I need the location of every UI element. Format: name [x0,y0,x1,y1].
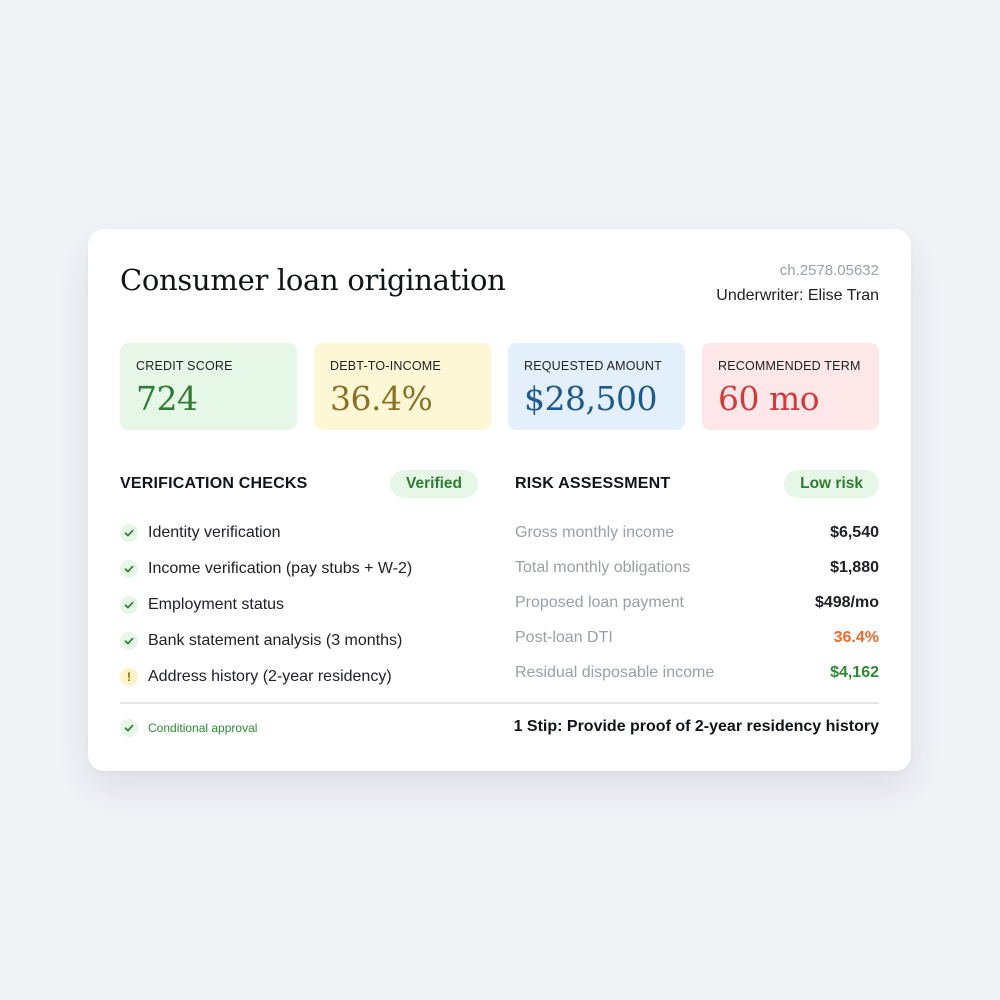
risk-value: $6,540 [830,523,879,541]
low-risk-badge: Low risk [784,470,879,498]
list-item: Identity verification [120,515,490,551]
credit-score-tile: CREDIT SCORE 724 [120,343,297,430]
application-id: ch.2578.05632 [779,262,879,279]
tile-label: CREDIT SCORE [136,359,233,373]
tile-label: REQUESTED AMOUNT [524,359,662,373]
verification-checks-title: VERIFICATION CHECKS [120,475,308,492]
risk-value: $498/mo [814,593,879,611]
risk-table: Gross monthly income $6,540 Total monthl… [515,515,879,690]
tile-value: 724 [136,379,198,418]
check-label: Income verification (pay stubs + W-2) [148,560,413,577]
list-item: Bank statement analysis (3 months) [120,623,490,659]
check-icon [120,560,138,578]
risk-row: Total monthly obligations $1,880 [515,550,879,585]
approval-status: Conditional approval [120,719,257,737]
risk-value: $4,162 [830,663,879,681]
check-label: Employment status [148,596,285,613]
risk-row: Proposed loan payment $498/mo [515,585,879,620]
page-title: Consumer loan origination [120,263,506,297]
risk-row: Residual disposable income $4,162 [515,655,879,690]
underwriter-name: Underwriter: Elise Tran [716,287,879,304]
risk-label: Total monthly obligations [515,558,691,576]
stip-note: 1 Stip: Provide proof of 2-year residenc… [513,718,879,735]
card-meta: ch.2578.05632 Underwriter: Elise Tran [716,261,879,309]
metric-tiles: CREDIT SCORE 724 DEBT-TO-INCOME 36.4% RE… [120,343,879,430]
warning-icon: ! [120,668,138,686]
tile-value: 36.4% [330,379,433,418]
risk-label: Gross monthly income [515,523,675,541]
recommended-term-tile: RECOMMENDED TERM 60 mo [702,343,879,430]
check-icon [120,632,138,650]
tile-label: RECOMMENDED TERM [718,359,861,373]
list-item: ! Address history (2-year residency) [120,659,490,695]
debt-to-income-tile: DEBT-TO-INCOME 36.4% [314,343,491,430]
risk-label: Proposed loan payment [515,593,684,611]
tile-label: DEBT-TO-INCOME [330,359,441,373]
footer-divider [120,702,879,704]
list-item: Income verification (pay stubs + W-2) [120,551,490,587]
risk-value: 36.4% [833,628,879,646]
tile-value: $28,500 [524,379,657,418]
risk-label: Residual disposable income [515,663,715,681]
risk-label: Post-loan DTI [515,628,613,646]
risk-row: Post-loan DTI 36.4% [515,620,879,655]
requested-amount-tile: REQUESTED AMOUNT $28,500 [508,343,685,430]
check-label: Address history (2-year residency) [148,668,392,685]
approval-status-label: Conditional approval [148,721,258,735]
risk-value: $1,880 [830,558,879,576]
loan-origination-card: Consumer loan origination ch.2578.05632 … [88,229,911,771]
risk-row: Gross monthly income $6,540 [515,515,879,550]
list-item: Employment status [120,587,490,623]
check-label: Identity verification [148,524,281,541]
check-icon [120,524,138,542]
tile-value: 60 mo [718,379,820,418]
risk-assessment-title: RISK ASSESSMENT [515,475,671,492]
check-icon [120,596,138,614]
verification-checklist: Identity verification Income verificatio… [120,515,490,695]
check-label: Bank statement analysis (3 months) [148,632,403,649]
verified-badge: Verified [390,470,478,498]
check-icon [120,719,138,737]
